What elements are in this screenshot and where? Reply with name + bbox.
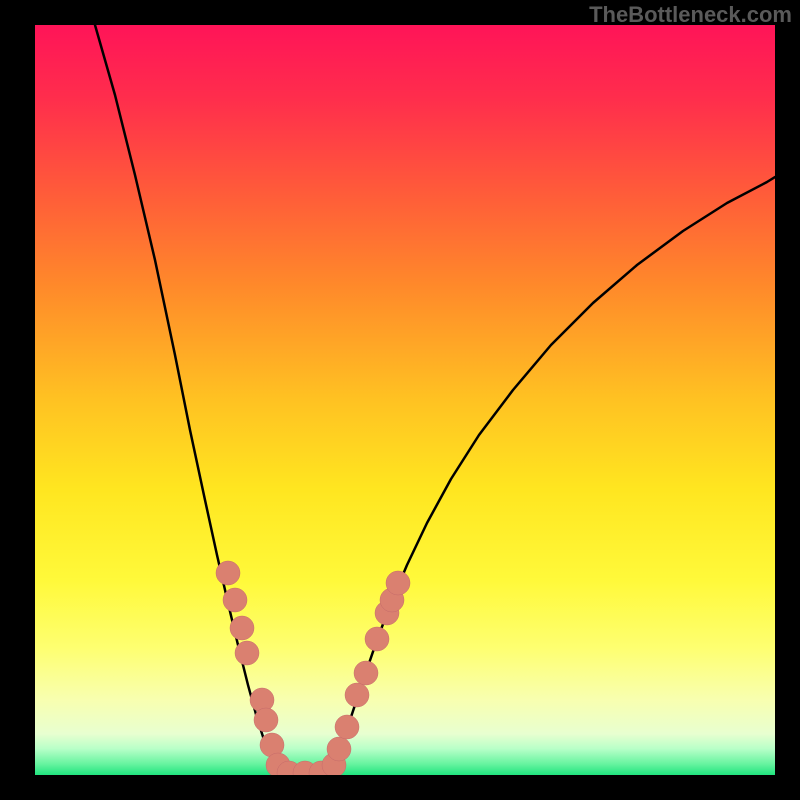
- data-marker: [335, 715, 359, 739]
- data-marker: [345, 683, 369, 707]
- data-marker: [230, 616, 254, 640]
- chart-stage: TheBottleneck.com: [0, 0, 800, 800]
- data-marker: [254, 708, 278, 732]
- watermark-text: TheBottleneck.com: [589, 2, 792, 28]
- data-marker: [365, 627, 389, 651]
- data-marker: [250, 688, 274, 712]
- curve-layer: [35, 25, 775, 775]
- data-marker: [354, 661, 378, 685]
- data-marker: [235, 641, 259, 665]
- bottleneck-curve: [95, 25, 775, 774]
- data-marker: [223, 588, 247, 612]
- data-marker: [386, 571, 410, 595]
- data-marker: [216, 561, 240, 585]
- data-marker: [327, 737, 351, 761]
- plot-area: [35, 25, 775, 775]
